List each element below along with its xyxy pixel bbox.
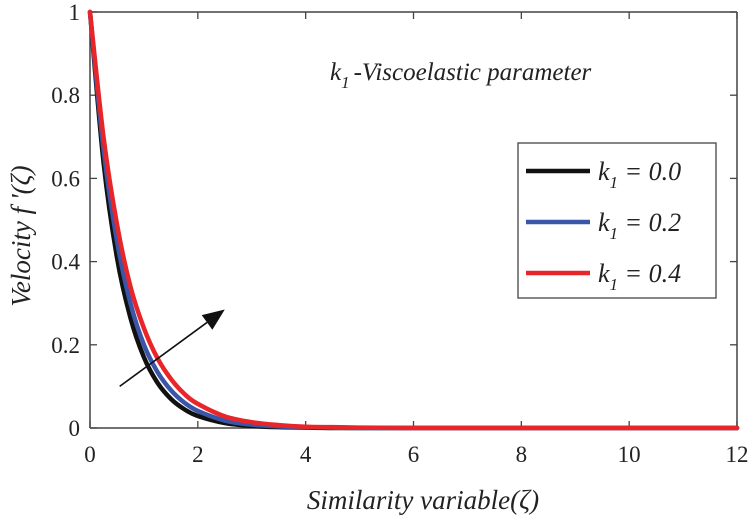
x-tick-label: 10 [618, 442, 641, 467]
x-axis-label: Similarity variable(ζ) [307, 485, 539, 515]
arrow-shaft [119, 321, 208, 388]
y-axis-label: Velocity f '(ζ) [6, 165, 36, 306]
y-tick-label: 0.2 [51, 333, 80, 358]
legend-subscript: 1 [610, 173, 619, 192]
y-tick-labels: 0 0.2 0.4 0.6 0.8 1 [51, 0, 80, 441]
x-tick-label: 6 [408, 442, 420, 467]
legend: k1 = 0.0k1 = 0.2k1 = 0.4 [517, 142, 717, 299]
legend-value: = 0.4 [618, 259, 681, 288]
legend-symbol: k [598, 259, 610, 288]
series-line-2 [87, 9, 740, 431]
legend-symbol: k [598, 157, 610, 186]
annotation-subscript: 1 [341, 73, 350, 92]
legend-entry-2: k1 = 0.4 [598, 259, 681, 294]
annotation-symbol: k [330, 59, 342, 86]
legend-value: = 0.0 [618, 157, 681, 186]
annotation-text: -Viscoelastic parameter [354, 59, 592, 86]
x-tick-label: 8 [516, 442, 528, 467]
x-tick-label: 12 [726, 442, 749, 467]
y-tick-label: 0.6 [51, 166, 80, 191]
increase-arrow [119, 309, 225, 388]
series-lines [87, 9, 740, 431]
y-tick-label: 0 [69, 416, 81, 441]
y-tick-label: 0.4 [51, 250, 80, 275]
y-tick-label: 1 [69, 0, 81, 25]
arrow-head [201, 309, 225, 330]
legend-entry-0: k1 = 0.0 [598, 157, 681, 192]
x-tick-label: 4 [300, 442, 312, 467]
legend-subscript: 1 [610, 224, 619, 243]
legend-subscript: 1 [610, 275, 619, 294]
parameter-annotation: k1 -Viscoelastic parameter [330, 59, 592, 92]
legend-value: = 0.2 [618, 208, 681, 237]
x-tick-labels: 0 2 4 6 8 10 12 [84, 442, 748, 467]
y-tick-label: 0.8 [51, 83, 80, 108]
legend-symbol: k [598, 208, 610, 237]
x-tick-label: 0 [84, 442, 96, 467]
legend-entry-1: k1 = 0.2 [598, 208, 681, 243]
x-tick-label: 2 [192, 442, 204, 467]
